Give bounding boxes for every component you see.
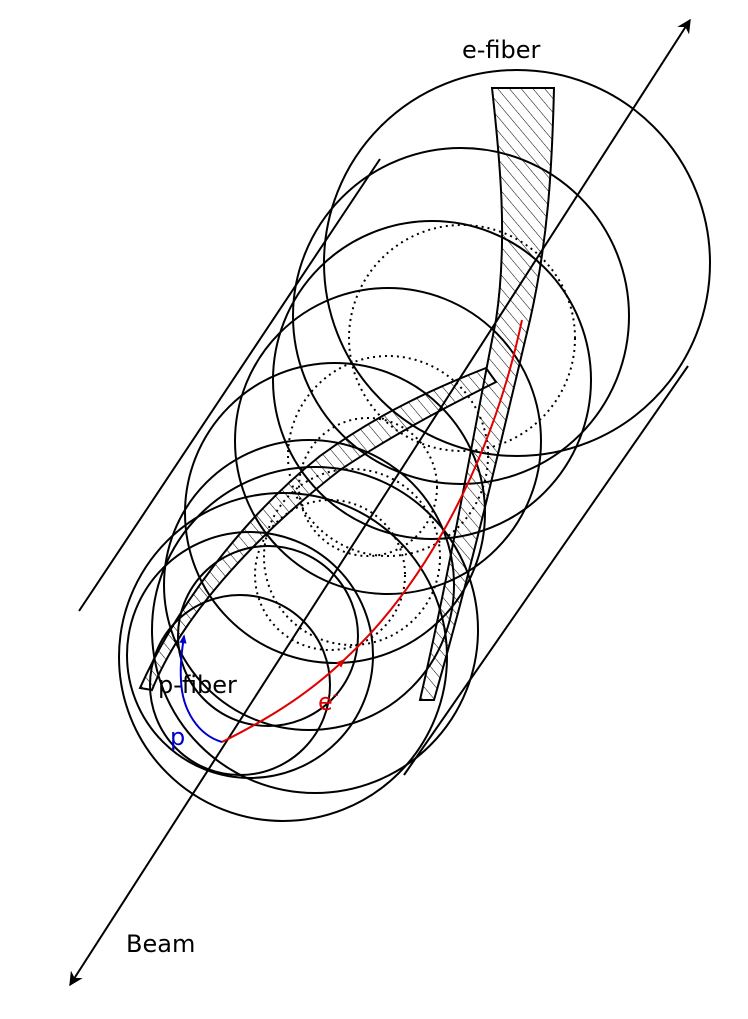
proton-track xyxy=(179,634,223,743)
layer-circle-3 xyxy=(272,220,592,540)
electron-track-tail xyxy=(343,319,523,661)
electron-charge: - xyxy=(333,685,339,704)
electron-track xyxy=(221,658,346,743)
beam-label: Beam xyxy=(126,930,195,958)
layer-circles xyxy=(118,69,711,822)
electron-symbol: e xyxy=(318,688,333,716)
e-fiber-label: e-fiber xyxy=(462,36,541,64)
cylinder-left-edge xyxy=(78,158,381,612)
proton-label: p xyxy=(170,723,185,751)
electron-label: e- xyxy=(318,685,339,716)
beam-axis xyxy=(69,18,691,987)
p-fiber-label: p-fiber xyxy=(158,671,237,699)
